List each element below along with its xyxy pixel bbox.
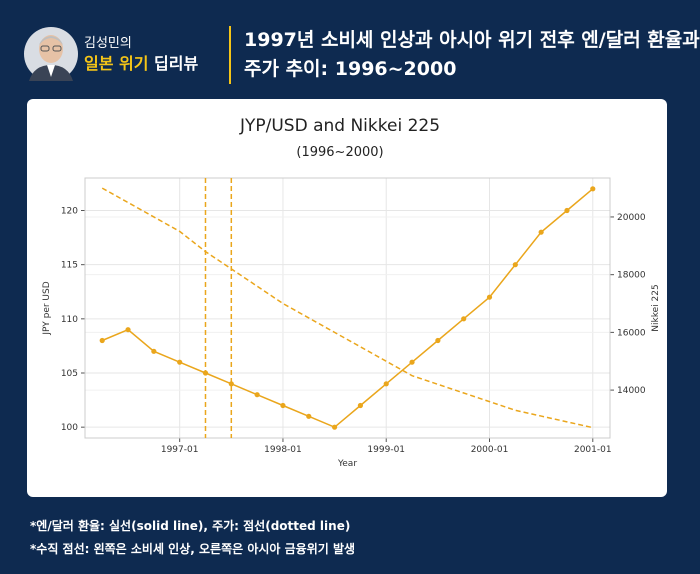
point: [461, 316, 467, 322]
y2-tick-label: 16000: [617, 328, 646, 338]
point: [383, 381, 389, 387]
page-title: 1997년 소비세 인상과 아시아 위기 전후 엔/달러 환율과 주가 추이: …: [244, 26, 700, 84]
chart-subtitle: (1996~2000): [296, 145, 383, 160]
brand: 일본 위기 딥리뷰: [84, 50, 198, 74]
title-line: 1997년 소비세 인상과 아시아 위기 전후 엔/달러 환율과: [244, 29, 700, 51]
y-axis-label: JPY per USD: [42, 281, 52, 335]
x-axis-label: Year: [337, 459, 357, 469]
point: [486, 294, 493, 300]
x-tick-label: 1998-01: [264, 445, 302, 455]
y2-tick-label: 20000: [617, 213, 646, 223]
x-tick-label: 1999-01: [367, 445, 405, 455]
point: [590, 186, 596, 192]
footnote: *엔/달러 환율: 실선(solid line), 주가: 점선(dotted …: [30, 519, 351, 533]
point: [357, 402, 364, 409]
avatar: [24, 27, 78, 81]
y-tick-label: 120: [61, 207, 78, 217]
point: [202, 370, 209, 376]
point: [331, 424, 338, 430]
chart: JYP/USD and Nikkei 225 (1996~2000) 1997-…: [42, 116, 661, 469]
point: [177, 359, 183, 365]
point: [512, 262, 518, 268]
point: [125, 327, 131, 333]
y-tick-label: 115: [61, 261, 78, 271]
point: [564, 207, 570, 214]
point: [409, 359, 415, 365]
title-line: 주가 추이: 1996~2000: [244, 58, 457, 80]
point: [280, 402, 286, 409]
y2-axis-label: Nikkei 225: [651, 284, 661, 331]
point: [435, 337, 441, 344]
y-tick-label: 105: [61, 369, 78, 379]
x-tick-label: 1997-01: [161, 445, 199, 455]
chart-title: JYP/USD and Nikkei 225: [239, 116, 440, 136]
y-tick-label: 110: [61, 315, 78, 325]
point: [99, 337, 105, 344]
x-tick-label: 2000-01: [471, 445, 509, 455]
chart-card: JYP/USD and Nikkei 225 (1996~2000) 1997-…: [27, 99, 667, 497]
divider: [229, 26, 231, 84]
brand-rest: 딥리뷰: [154, 54, 199, 73]
point: [306, 413, 312, 419]
brand-highlight: 일본 위기: [84, 54, 149, 73]
footnote: *수직 점선: 왼쪽은 소비세 인상, 오른쪽은 아시아 금융위기 발생: [30, 542, 356, 556]
brand-top: 김성민의: [84, 36, 132, 51]
x-tick-label: 2001-01: [574, 445, 612, 455]
series-line: [101, 187, 593, 429]
y2-tick-label: 14000: [617, 386, 646, 396]
y2-tick-label: 18000: [617, 271, 646, 281]
point: [538, 229, 544, 235]
series-line: [101, 188, 594, 429]
plot-frame: [84, 177, 611, 439]
y-tick-label: 100: [61, 423, 78, 433]
point: [228, 381, 234, 387]
point: [151, 348, 157, 354]
footnotes: *엔/달러 환율: 실선(solid line), 주가: 점선(dotted …: [30, 515, 355, 561]
point: [254, 392, 260, 398]
